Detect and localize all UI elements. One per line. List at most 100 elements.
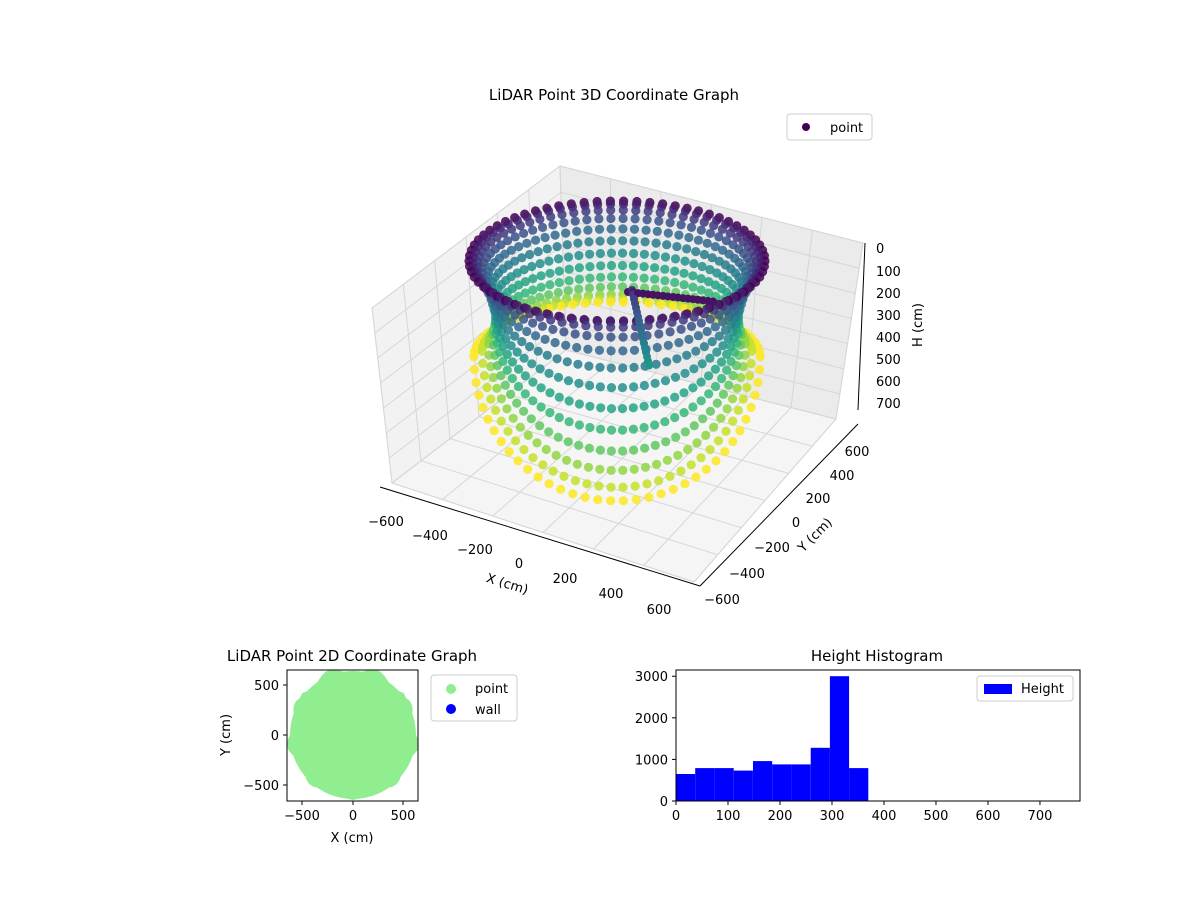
lidar-point [563,376,574,386]
lidar-point [606,363,616,373]
lidar-point [643,206,653,216]
lidar-point [726,319,736,329]
lidar-point [528,225,538,235]
lidar-point [696,377,706,387]
lidar-point [736,372,746,383]
lidar-point [721,426,731,436]
lidar-point [629,445,639,455]
lidar-point [723,334,733,344]
lidar-point [680,427,690,437]
lidar-point [585,273,595,283]
lidar-point [580,298,590,308]
lidar-point [596,424,606,434]
lidar-point [618,213,628,224]
lidar-point [692,438,702,448]
lidar-point [527,359,537,369]
y-tick-label: −200 [754,541,790,556]
lidar-point [569,208,579,218]
lidar-point [718,389,729,399]
lidar-point [629,248,639,259]
lidar-point [639,422,649,433]
lidar-point [617,383,628,393]
lidar-point [512,347,522,357]
x-tick-label: 200 [553,572,578,587]
lidar-point [562,455,572,465]
legend-point-marker [802,123,810,131]
legend-point-label: point [475,682,508,697]
lidar-point [483,414,493,424]
lidar-point [689,421,699,431]
lidar-point [496,371,506,381]
lidar-point [574,274,585,284]
lidar-point [704,277,714,287]
lidar-point [536,402,546,412]
lidar-point [652,459,662,469]
lidar-point [712,347,722,357]
lidar-point [701,430,711,440]
lidar-point [640,443,650,453]
lidar-point [540,334,550,344]
lidar-point [585,380,595,391]
z-tick-label: 300 [876,309,901,324]
z-tick-label: 100 [876,265,901,280]
lidar-point [496,416,506,426]
lidar-point [710,322,720,332]
lidar-point [507,224,517,234]
y-tick-label: 1000 [635,753,668,768]
lidar-point [660,252,671,262]
lidar-point [581,321,591,331]
lidar-point [514,364,524,374]
lidar-point [674,230,684,240]
lidar-point [716,357,727,367]
lidar-point [501,334,511,344]
lidar-point [713,436,724,446]
lidar-point [606,236,616,246]
z-tick-label: 200 [876,287,901,302]
chart-2d-title: LiDAR Point 2D Coordinate Graph [227,647,477,665]
lidar-point [629,224,640,234]
lidar-point [553,254,564,264]
lidar-point [528,274,538,284]
lidar-point [504,447,514,457]
lidar-point [722,349,732,359]
lidar-point [727,327,738,337]
lidar-point [680,368,690,378]
legend-wall-label: wall [475,703,501,718]
lidar-point [709,221,719,231]
lidar-point [606,346,616,356]
lidar-point [678,315,688,325]
lidar-point [651,359,661,369]
lidar-point [676,324,686,334]
lidar-point [531,331,541,341]
lidar-point [628,261,638,271]
lidar-point [517,337,527,347]
lidar-point [667,317,677,327]
lidar-point [519,445,529,455]
y-tick-label: 0 [792,516,800,531]
lidar-point [595,362,605,372]
lidar-point [741,414,751,424]
lidar-point [569,319,579,329]
chart-2d: LiDAR Point 2D Coordinate Graph −500 0 5… [219,647,518,846]
lidar-point [535,312,545,322]
lidar-point [618,496,629,506]
x-tick-label: 0 [349,809,357,824]
lidar-point [643,321,653,331]
lidar-point [650,378,660,388]
lidar-point [702,238,712,248]
lidar-point [498,319,508,329]
lidar-point [503,426,513,436]
lidar-point [699,217,709,227]
lidar-point [606,260,617,271]
lidar-point [535,364,545,374]
lidar-point [535,259,545,269]
lidar-point [556,484,566,494]
lidar-point [618,282,628,292]
lidar-point [520,371,531,381]
lidar-point [572,459,583,469]
lidar-point [561,228,571,238]
lidar-point [527,261,537,272]
lidar-point [672,354,682,364]
lidar-point [674,338,684,348]
lidar-point [519,265,529,275]
